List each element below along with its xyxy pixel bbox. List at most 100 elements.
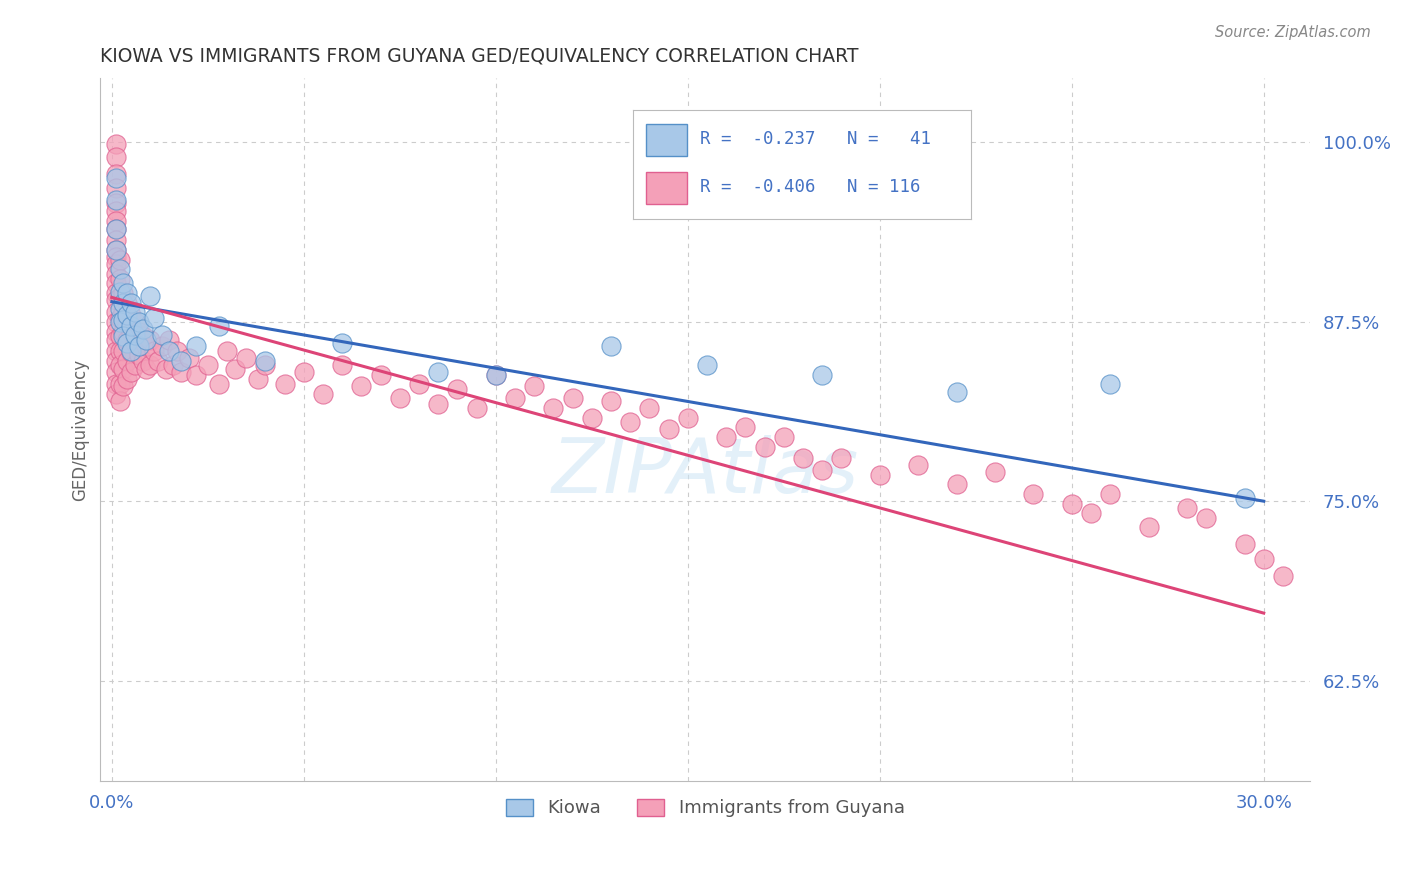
Point bbox=[131, 353, 153, 368]
Point bbox=[131, 322, 153, 336]
Point bbox=[115, 334, 138, 348]
Point bbox=[104, 243, 127, 257]
Point bbox=[658, 422, 681, 436]
Point bbox=[112, 286, 135, 301]
Point bbox=[104, 221, 127, 235]
Point bbox=[197, 358, 219, 372]
Point bbox=[108, 329, 131, 343]
Point bbox=[104, 268, 127, 282]
Point bbox=[120, 343, 142, 358]
Point bbox=[135, 334, 157, 348]
Point bbox=[115, 286, 138, 301]
Point bbox=[104, 204, 127, 219]
Point bbox=[254, 358, 277, 372]
Point bbox=[465, 401, 488, 415]
Point bbox=[186, 368, 208, 382]
Point bbox=[115, 308, 138, 322]
Point bbox=[112, 343, 135, 358]
Point bbox=[120, 365, 142, 379]
Point bbox=[115, 336, 138, 351]
Point bbox=[104, 181, 127, 195]
Point bbox=[112, 276, 135, 290]
Point bbox=[350, 379, 373, 393]
Point bbox=[159, 334, 181, 348]
Point bbox=[162, 358, 184, 372]
Point bbox=[215, 343, 238, 358]
Point bbox=[128, 348, 150, 362]
Point bbox=[112, 296, 135, 310]
Point bbox=[124, 327, 146, 342]
Point bbox=[104, 136, 127, 151]
Point bbox=[170, 365, 193, 379]
Text: Source: ZipAtlas.com: Source: ZipAtlas.com bbox=[1215, 25, 1371, 40]
Point bbox=[108, 310, 131, 325]
Point bbox=[543, 401, 565, 415]
Point bbox=[186, 339, 208, 353]
Point bbox=[104, 286, 127, 301]
Point bbox=[104, 386, 127, 401]
Point bbox=[131, 329, 153, 343]
Point bbox=[224, 362, 246, 376]
Point bbox=[235, 351, 257, 365]
Point bbox=[208, 319, 231, 334]
Point bbox=[104, 325, 127, 339]
Text: KIOWA VS IMMIGRANTS FROM GUYANA GED/EQUIVALENCY CORRELATION CHART: KIOWA VS IMMIGRANTS FROM GUYANA GED/EQUI… bbox=[100, 46, 859, 65]
Point bbox=[772, 429, 794, 443]
Point bbox=[135, 362, 157, 376]
Point bbox=[104, 195, 127, 210]
Point bbox=[104, 353, 127, 368]
Point bbox=[561, 391, 583, 405]
Point bbox=[600, 339, 623, 353]
Point bbox=[150, 327, 173, 342]
Point bbox=[112, 329, 135, 343]
Point bbox=[104, 171, 127, 186]
Point bbox=[1175, 501, 1198, 516]
Point bbox=[177, 351, 200, 365]
Point bbox=[104, 250, 127, 264]
Point bbox=[112, 325, 135, 339]
Point bbox=[104, 376, 127, 391]
Point bbox=[108, 315, 131, 329]
Point bbox=[638, 401, 661, 415]
Point bbox=[108, 253, 131, 268]
Point bbox=[619, 415, 641, 429]
Point bbox=[104, 365, 127, 379]
Point bbox=[112, 313, 135, 327]
Point bbox=[108, 285, 131, 299]
Point bbox=[1060, 497, 1083, 511]
Point bbox=[104, 315, 127, 329]
Point bbox=[330, 336, 353, 351]
Point bbox=[139, 358, 162, 372]
Point bbox=[907, 458, 929, 473]
Point bbox=[146, 353, 169, 368]
Text: ZIPAtlas: ZIPAtlas bbox=[551, 434, 859, 508]
Point bbox=[1233, 537, 1256, 551]
Point bbox=[427, 365, 450, 379]
Point bbox=[292, 365, 315, 379]
Point bbox=[581, 411, 603, 425]
Point bbox=[108, 261, 131, 276]
Point bbox=[984, 466, 1007, 480]
Legend: Kiowa, Immigrants from Guyana: Kiowa, Immigrants from Guyana bbox=[498, 791, 911, 825]
Point bbox=[1271, 569, 1294, 583]
Point bbox=[124, 305, 146, 319]
Point bbox=[312, 386, 335, 401]
Point bbox=[427, 396, 450, 410]
Point bbox=[124, 315, 146, 329]
Point bbox=[388, 391, 411, 405]
Point bbox=[166, 343, 188, 358]
Point bbox=[734, 419, 756, 434]
Point bbox=[124, 358, 146, 372]
Point bbox=[523, 379, 546, 393]
Point bbox=[104, 233, 127, 247]
Point bbox=[170, 353, 193, 368]
Point bbox=[1022, 487, 1045, 501]
Point bbox=[104, 243, 127, 257]
Point bbox=[503, 391, 526, 405]
Point bbox=[945, 477, 967, 491]
Point bbox=[330, 358, 353, 372]
Point bbox=[811, 368, 834, 382]
Point bbox=[714, 429, 737, 443]
Point bbox=[1195, 511, 1218, 525]
Point bbox=[254, 353, 277, 368]
